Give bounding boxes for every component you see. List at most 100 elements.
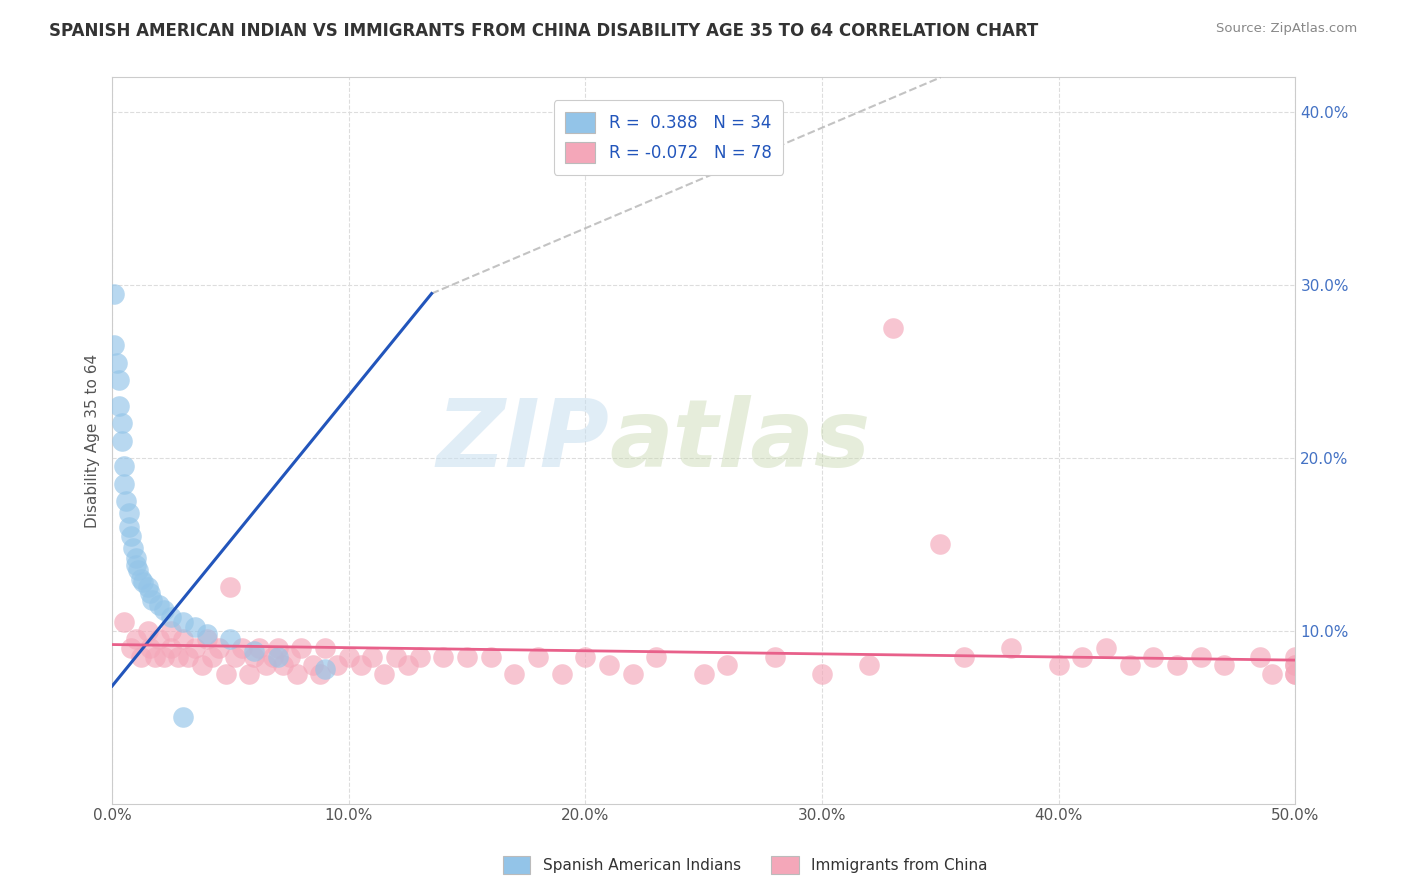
- Point: [231, 640, 253, 655]
- Point: [148, 598, 170, 612]
- Point: [160, 640, 183, 655]
- Point: [1071, 649, 1094, 664]
- Point: [108, 373, 131, 387]
- Point: [716, 658, 738, 673]
- Point: [267, 649, 290, 664]
- Point: [132, 575, 155, 590]
- Point: [1166, 658, 1188, 673]
- Point: [177, 649, 200, 664]
- Point: [409, 649, 432, 664]
- Point: [120, 528, 142, 542]
- Point: [527, 649, 550, 664]
- Point: [148, 632, 170, 647]
- Point: [141, 592, 163, 607]
- Point: [153, 649, 176, 664]
- Point: [112, 459, 135, 474]
- Point: [1284, 667, 1306, 681]
- Point: [432, 649, 454, 664]
- Point: [1119, 658, 1142, 673]
- Point: [456, 649, 478, 664]
- Point: [314, 662, 336, 676]
- Point: [385, 649, 408, 664]
- Point: [118, 520, 141, 534]
- Point: [110, 434, 132, 448]
- Point: [302, 658, 325, 673]
- Point: [693, 667, 716, 681]
- Point: [136, 624, 159, 638]
- Point: [215, 667, 238, 681]
- Point: [290, 640, 312, 655]
- Point: [125, 551, 148, 566]
- Point: [763, 649, 786, 664]
- Legend: R =  0.388   N = 34, R = -0.072   N = 78: R = 0.388 N = 34, R = -0.072 N = 78: [554, 100, 783, 175]
- Y-axis label: Disability Age 35 to 64: Disability Age 35 to 64: [86, 353, 100, 527]
- Point: [314, 640, 336, 655]
- Point: [112, 476, 135, 491]
- Point: [172, 632, 194, 647]
- Point: [120, 640, 142, 655]
- Point: [574, 649, 596, 664]
- Point: [858, 658, 880, 673]
- Point: [139, 640, 162, 655]
- Point: [953, 649, 976, 664]
- Point: [1000, 640, 1022, 655]
- Legend: Spanish American Indians, Immigrants from China: Spanish American Indians, Immigrants fro…: [496, 850, 994, 880]
- Point: [136, 581, 159, 595]
- Point: [243, 649, 266, 664]
- Point: [129, 572, 152, 586]
- Point: [267, 640, 290, 655]
- Point: [598, 658, 620, 673]
- Point: [503, 667, 526, 681]
- Point: [681, 157, 703, 171]
- Point: [271, 658, 294, 673]
- Point: [1284, 658, 1306, 673]
- Point: [396, 658, 419, 673]
- Point: [160, 610, 183, 624]
- Point: [172, 710, 194, 724]
- Point: [1213, 658, 1236, 673]
- Point: [621, 667, 644, 681]
- Text: ZIP: ZIP: [436, 394, 609, 486]
- Point: [219, 632, 242, 647]
- Point: [103, 338, 125, 352]
- Text: atlas: atlas: [609, 394, 870, 486]
- Point: [285, 667, 308, 681]
- Text: SPANISH AMERICAN INDIAN VS IMMIGRANTS FROM CHINA DISABILITY AGE 35 TO 64 CORRELA: SPANISH AMERICAN INDIAN VS IMMIGRANTS FR…: [49, 22, 1039, 40]
- Point: [551, 667, 574, 681]
- Point: [262, 649, 284, 664]
- Point: [122, 541, 145, 555]
- Point: [153, 603, 176, 617]
- Point: [184, 620, 207, 634]
- Point: [160, 624, 183, 638]
- Point: [349, 658, 371, 673]
- Point: [373, 667, 395, 681]
- Point: [645, 649, 668, 664]
- Point: [929, 537, 952, 551]
- Point: [103, 286, 125, 301]
- Point: [125, 632, 148, 647]
- Point: [278, 649, 301, 664]
- Point: [1047, 658, 1070, 673]
- Text: Source: ZipAtlas.com: Source: ZipAtlas.com: [1216, 22, 1357, 36]
- Point: [139, 585, 162, 599]
- Point: [167, 649, 190, 664]
- Point: [479, 649, 502, 664]
- Point: [207, 640, 229, 655]
- Point: [224, 649, 246, 664]
- Point: [125, 558, 148, 572]
- Point: [811, 667, 834, 681]
- Point: [1249, 649, 1271, 664]
- Point: [1284, 649, 1306, 664]
- Point: [105, 356, 128, 370]
- Point: [247, 640, 270, 655]
- Point: [243, 644, 266, 658]
- Point: [191, 658, 214, 673]
- Point: [127, 563, 149, 577]
- Point: [238, 667, 260, 681]
- Point: [1189, 649, 1212, 664]
- Point: [184, 640, 207, 655]
- Point: [110, 416, 132, 430]
- Point: [1261, 667, 1284, 681]
- Point: [1142, 649, 1164, 664]
- Point: [172, 615, 194, 629]
